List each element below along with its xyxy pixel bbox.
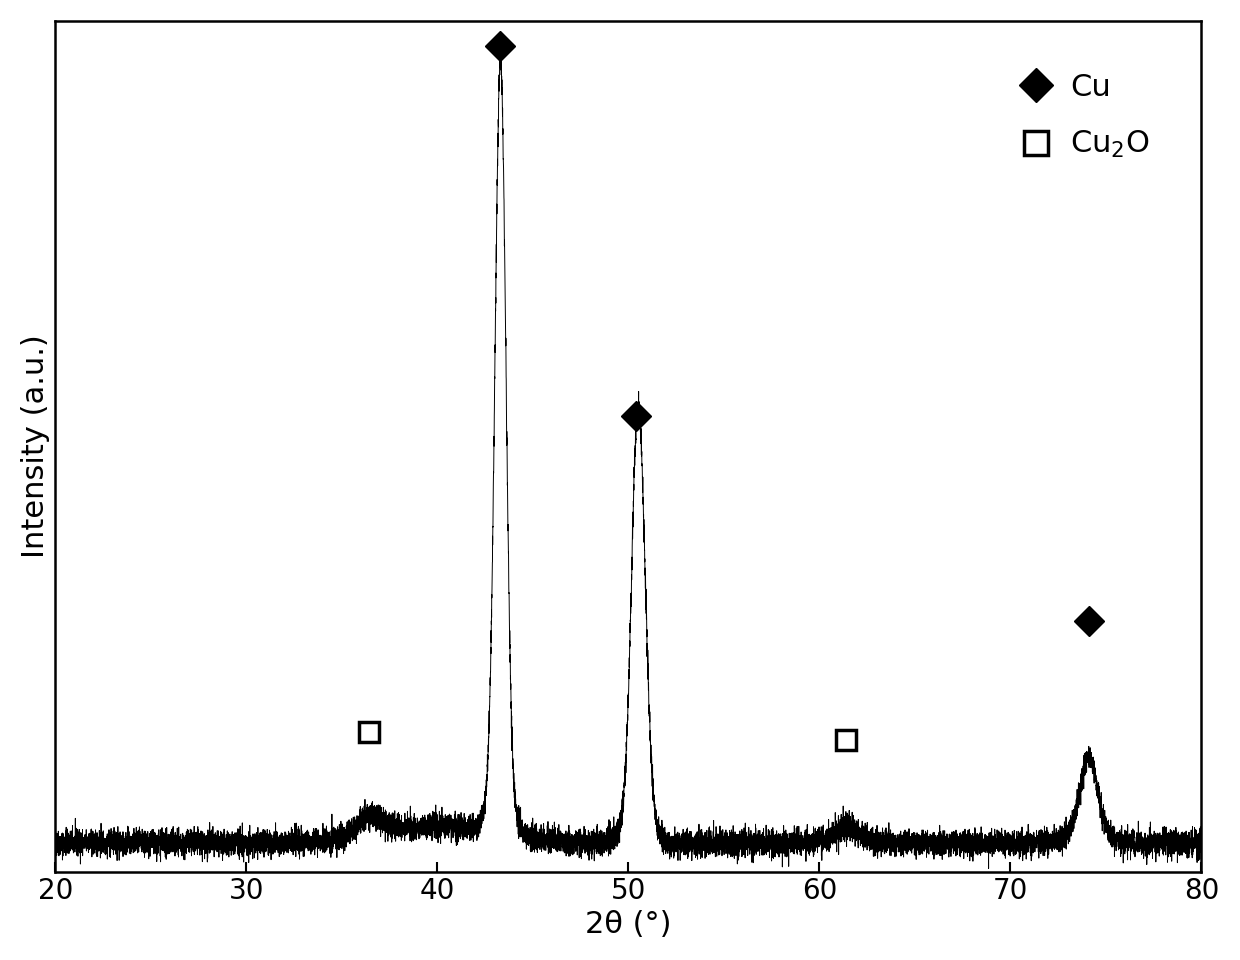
X-axis label: 2θ (°): 2θ (°): [585, 910, 672, 939]
Legend: Cu, Cu$_2$O: Cu, Cu$_2$O: [985, 36, 1187, 197]
Y-axis label: Intensity (a.u.): Intensity (a.u.): [21, 334, 50, 558]
